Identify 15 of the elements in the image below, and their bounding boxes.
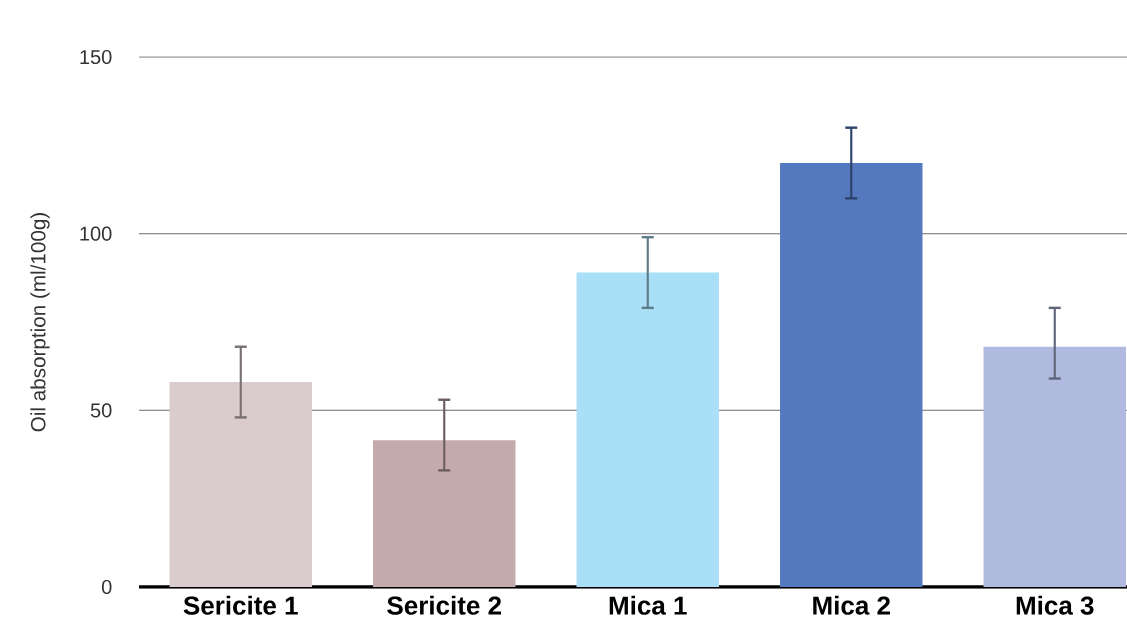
bar: [983, 346, 1126, 587]
x-tick-label: Sericite 2: [387, 595, 501, 615]
y-axis-title: Oil absorption (ml/100g): [30, 213, 50, 432]
x-tick-label: Mica 3: [1016, 595, 1094, 615]
bar: [576, 272, 719, 587]
x-tick-label: Mica 2: [813, 595, 890, 615]
y-tick-label: 150: [80, 49, 112, 65]
bar: [169, 382, 312, 587]
bar: [373, 440, 516, 587]
y-tick-label: 0: [101, 579, 112, 595]
x-tick-label: Sericite 1: [183, 595, 298, 615]
x-tick-label: Mica 1: [609, 595, 687, 615]
y-tick-label: 50: [90, 403, 112, 418]
y-tick-label: 100: [80, 226, 112, 241]
bar: [780, 163, 923, 587]
